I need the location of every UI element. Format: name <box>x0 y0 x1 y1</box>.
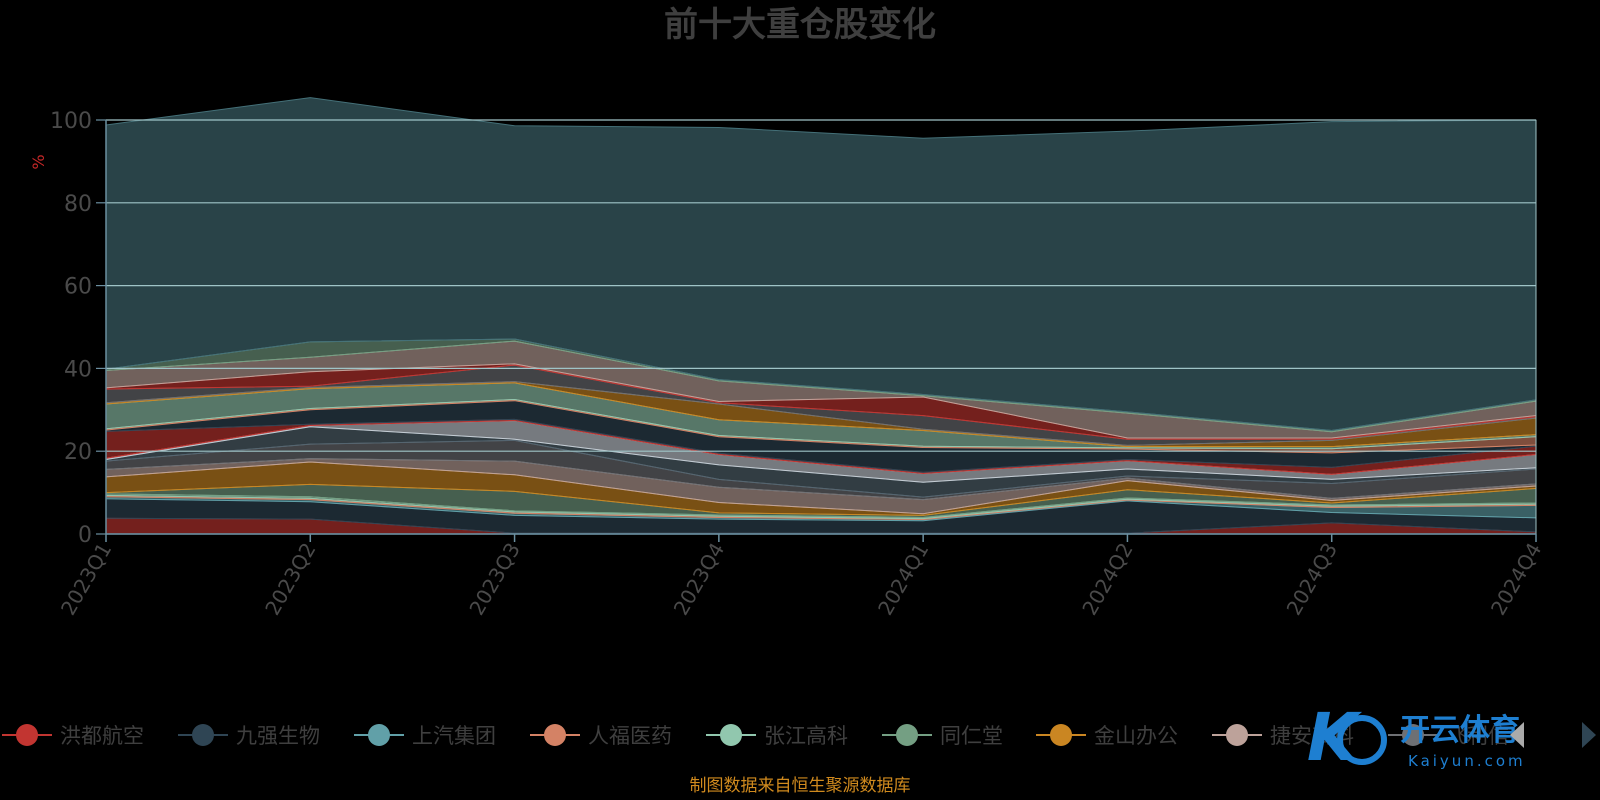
x-tick-label: 2024Q2 <box>1077 539 1137 620</box>
legend-label: 同仁堂 <box>940 724 1003 748</box>
legend-item[interactable]: 人福医药 <box>530 724 672 748</box>
watermark-subtitle: Kaiyun.com <box>1408 752 1526 770</box>
legend-marker-icon <box>192 724 214 746</box>
legend-item[interactable]: 张江高科 <box>706 724 848 748</box>
legend-label: 飞利信 <box>1446 724 1509 748</box>
x-tick-label: 2024Q3 <box>1282 539 1342 620</box>
y-tick-label: 0 <box>78 523 92 548</box>
x-tick-label: 2023Q1 <box>56 539 116 620</box>
legend-marker-icon <box>1402 724 1424 746</box>
legend-item[interactable]: 上汽集团 <box>354 724 496 748</box>
legend-item[interactable]: 洪都航空 <box>2 724 144 748</box>
y-tick-label: 60 <box>64 275 92 300</box>
y-tick-label: 100 <box>50 109 92 134</box>
legend-item[interactable]: 金山办公 <box>1036 724 1178 748</box>
legend-label: 洪都航空 <box>60 724 144 748</box>
chart-title: 前十大重仓股变化 <box>664 5 936 45</box>
legend-marker-icon <box>1226 724 1248 746</box>
y-tick-label: 80 <box>64 192 92 217</box>
legend-marker-icon <box>368 724 390 746</box>
legend-item[interactable]: 同仁堂 <box>882 724 1003 748</box>
legend-prev-arrow-icon[interactable] <box>1510 722 1524 748</box>
watermark-logo: K 开云体育 Kaiyun.com <box>1307 699 1526 776</box>
legend-marker-icon <box>896 724 918 746</box>
legend-item[interactable]: 九强生物 <box>178 724 320 748</box>
y-axis-unit: % <box>29 154 48 169</box>
legend-item[interactable]: 飞利信 <box>1388 724 1509 748</box>
x-tick-label: 2023Q2 <box>260 539 320 620</box>
x-tick-label: 2024Q4 <box>1486 539 1546 620</box>
watermark-title: 开云体育 <box>1400 713 1520 748</box>
x-tick-label: 2023Q3 <box>464 539 524 620</box>
legend[interactable]: 洪都航空 九强生物 上汽集团 人福医药 张江高科 同仁堂 金山办公 捷安高科 飞利信 <box>2 724 1509 748</box>
x-tick-label: 2023Q4 <box>669 539 729 620</box>
legend-label: 金山办公 <box>1094 724 1178 748</box>
watermark-ball-icon <box>1337 715 1387 765</box>
y-tick-label: 40 <box>64 357 92 382</box>
legend-label: 人福医药 <box>588 724 672 748</box>
x-tick-label: 2024Q1 <box>873 539 933 620</box>
legend-label: 上汽集团 <box>412 724 496 748</box>
legend-marker-icon <box>720 724 742 746</box>
y-tick-label: 20 <box>64 440 92 465</box>
plot-area <box>105 97 1537 535</box>
watermark-k-glyph: K <box>1307 699 1363 776</box>
legend-next-arrow-icon[interactable] <box>1582 722 1596 748</box>
legend-pager[interactable] <box>1510 722 1596 748</box>
legend-marker-icon <box>544 724 566 746</box>
legend-marker-icon <box>1050 724 1072 746</box>
data-source-footer: 制图数据来自恒生聚源数据库 <box>690 776 911 796</box>
legend-label: 张江高科 <box>764 724 848 748</box>
legend-label: 九强生物 <box>236 724 320 748</box>
legend-marker-icon <box>16 724 38 746</box>
